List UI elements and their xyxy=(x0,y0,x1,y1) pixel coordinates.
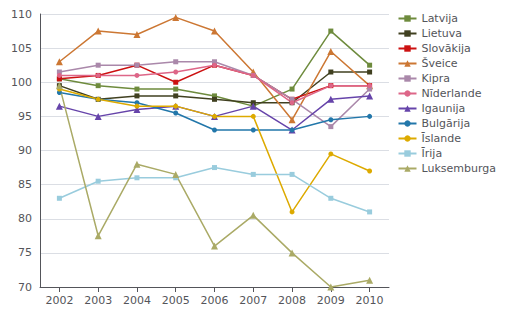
svg-text:2003: 2003 xyxy=(84,294,112,307)
svg-text:90: 90 xyxy=(18,144,32,157)
svg-text:Bulgārija: Bulgārija xyxy=(422,117,471,130)
svg-text:85: 85 xyxy=(18,178,32,191)
svg-text:100: 100 xyxy=(11,76,32,89)
svg-text:70: 70 xyxy=(18,281,32,294)
svg-text:2005: 2005 xyxy=(162,294,190,307)
svg-text:75: 75 xyxy=(18,246,32,259)
svg-text:Latvija: Latvija xyxy=(422,12,459,25)
svg-text:80: 80 xyxy=(18,212,32,225)
svg-text:Īrija: Īrija xyxy=(422,147,443,160)
svg-text:Īslande: Īslande xyxy=(422,132,462,145)
svg-text:2007: 2007 xyxy=(239,294,267,307)
svg-text:2002: 2002 xyxy=(45,294,73,307)
svg-text:Kipra: Kipra xyxy=(422,72,451,85)
svg-text:110: 110 xyxy=(11,8,32,21)
svg-text:Šveice: Šveice xyxy=(422,57,458,70)
svg-text:2009: 2009 xyxy=(317,294,345,307)
svg-text:2006: 2006 xyxy=(201,294,229,307)
svg-text:Slovākija: Slovākija xyxy=(422,42,471,55)
svg-text:95: 95 xyxy=(18,110,32,123)
svg-text:Igaunija: Igaunija xyxy=(422,102,466,115)
svg-text:2010: 2010 xyxy=(356,294,384,307)
svg-text:2008: 2008 xyxy=(278,294,306,307)
svg-text:Lietuva: Lietuva xyxy=(422,27,463,40)
svg-text:105: 105 xyxy=(11,42,32,55)
svg-text:2004: 2004 xyxy=(123,294,151,307)
svg-text:Luksemburga: Luksemburga xyxy=(422,162,497,175)
svg-text:Nīderlande: Nīderlande xyxy=(422,87,482,100)
